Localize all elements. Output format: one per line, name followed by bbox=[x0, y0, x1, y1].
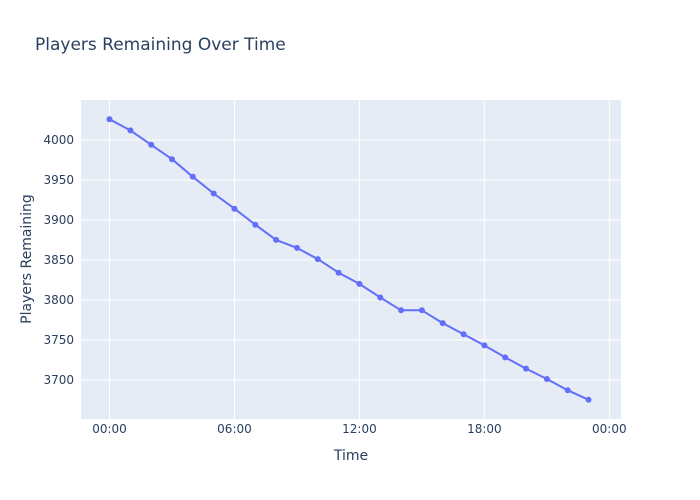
data-point[interactable] bbox=[231, 205, 238, 212]
data-point[interactable] bbox=[189, 173, 196, 180]
data-point[interactable] bbox=[127, 127, 134, 134]
x-tick-label: 18:00 bbox=[467, 422, 502, 436]
line-series bbox=[106, 116, 592, 403]
data-point[interactable] bbox=[502, 354, 509, 361]
data-point[interactable] bbox=[439, 320, 446, 327]
data-point[interactable] bbox=[481, 342, 488, 349]
y-tick-label: 3900 bbox=[43, 213, 74, 227]
data-point[interactable] bbox=[418, 307, 425, 314]
data-point[interactable] bbox=[543, 376, 550, 382]
data-point[interactable] bbox=[106, 116, 113, 123]
x-tick-labels: 00:00 06:00 12:00 18:00 00:00 bbox=[92, 422, 626, 436]
x-tick-label: 06:00 bbox=[217, 422, 252, 436]
x-tick-label: 00:00 bbox=[92, 422, 127, 436]
data-point[interactable] bbox=[210, 190, 217, 197]
data-point[interactable] bbox=[564, 387, 571, 394]
data-point[interactable] bbox=[252, 221, 259, 228]
series-line bbox=[108, 118, 590, 401]
x-tick-label: 12:00 bbox=[342, 422, 377, 436]
data-point[interactable] bbox=[356, 280, 363, 287]
x-tick-label: 00:00 bbox=[592, 422, 627, 436]
chart-title: Players Remaining Over Time bbox=[35, 35, 286, 55]
x-axis-title: Time bbox=[333, 448, 368, 464]
y-tick-label: 3950 bbox=[43, 173, 74, 187]
y-tick-label: 3750 bbox=[43, 333, 74, 347]
data-point[interactable] bbox=[398, 307, 405, 314]
y-tick-label: 3800 bbox=[43, 293, 74, 307]
y-tick-label: 3700 bbox=[43, 373, 74, 387]
data-point[interactable] bbox=[314, 256, 321, 263]
data-point[interactable] bbox=[169, 156, 175, 163]
data-point[interactable] bbox=[523, 365, 529, 372]
data-point[interactable] bbox=[335, 269, 342, 276]
y-axis-title: Players Remaining bbox=[19, 194, 35, 324]
gridlines bbox=[81, 100, 621, 419]
y-tick-label: 4000 bbox=[43, 133, 74, 147]
data-point[interactable] bbox=[585, 396, 592, 403]
y-tick-labels: 3700 3750 3800 3850 3900 3950 4000 bbox=[43, 133, 74, 387]
y-tick-label: 3850 bbox=[43, 253, 74, 267]
data-point[interactable] bbox=[148, 141, 155, 148]
data-point[interactable] bbox=[294, 244, 300, 251]
data-point[interactable] bbox=[273, 236, 280, 243]
data-point[interactable] bbox=[460, 331, 467, 338]
data-point[interactable] bbox=[377, 294, 384, 301]
